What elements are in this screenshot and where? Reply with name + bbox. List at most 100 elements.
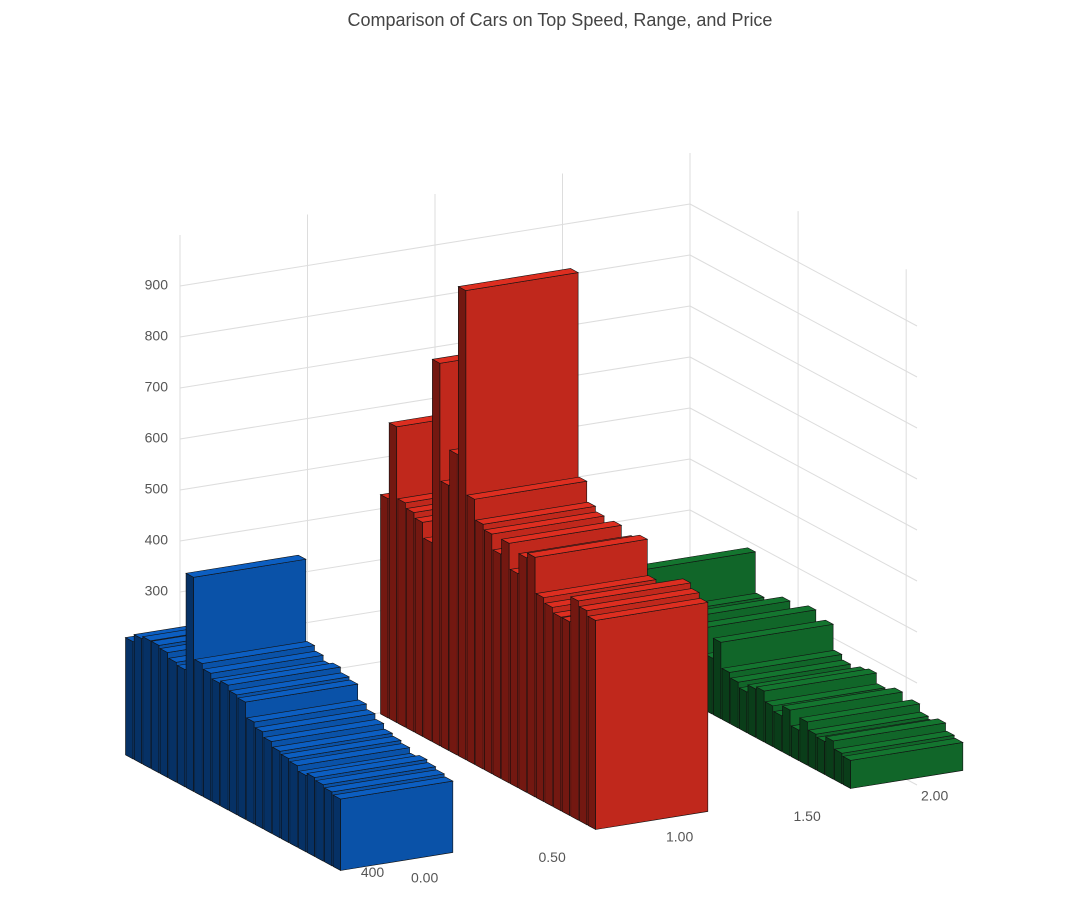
bar-side (237, 697, 246, 820)
bar-top (237, 679, 359, 703)
bar-top (474, 501, 597, 525)
bar-top (755, 668, 878, 692)
bar-side (773, 711, 782, 752)
bar-side (764, 701, 774, 748)
bar-side (432, 358, 441, 747)
bar-side (380, 494, 389, 719)
bar-top (824, 718, 947, 742)
bar-top (798, 699, 921, 723)
bar-top (569, 578, 692, 602)
bar-side (713, 637, 722, 720)
bar-side (721, 667, 730, 724)
bar-top (729, 659, 852, 683)
bar-top (314, 762, 437, 786)
bar-side (842, 755, 851, 790)
bar-top (280, 736, 402, 759)
bar-side (834, 748, 843, 785)
bar-side (280, 753, 290, 844)
bar-side (466, 494, 475, 765)
bar-top (219, 662, 342, 686)
bar-side (168, 657, 177, 783)
bar-side (587, 615, 596, 831)
bar-top (254, 709, 376, 733)
bar-side (246, 717, 255, 825)
bar-side (579, 606, 588, 826)
bar-side (570, 596, 579, 821)
z-tick-label: 600 (145, 430, 169, 446)
bar (587, 597, 709, 831)
bar-side (449, 449, 458, 756)
bar-side (790, 725, 800, 762)
bar-side (475, 519, 484, 770)
bar-side (561, 617, 570, 817)
grid-line (689, 254, 918, 378)
bar-top (185, 554, 307, 578)
bar-side (492, 549, 501, 779)
bar-side (756, 686, 765, 743)
grid-line (689, 458, 918, 582)
bar-side (254, 727, 264, 830)
bar-side (423, 537, 432, 742)
z-tick-label: 300 (145, 583, 169, 599)
bar-side (203, 668, 212, 802)
bar-side (397, 498, 406, 728)
bar-top (323, 769, 446, 793)
bar-side (544, 602, 553, 807)
bar-side (440, 480, 449, 751)
bar-side (142, 636, 151, 769)
bar (842, 738, 964, 790)
bar-side (808, 729, 817, 771)
bar-top (193, 641, 316, 664)
bar-side (747, 684, 756, 738)
bar-top (500, 520, 623, 544)
bar-side (825, 736, 834, 780)
bar-top (228, 672, 350, 696)
bar-top (262, 719, 385, 742)
bar-top (245, 699, 368, 723)
bar-side (501, 538, 510, 784)
bar-side (332, 794, 341, 872)
bar (332, 776, 454, 872)
y-tick-label: 2.00 (921, 788, 948, 804)
bar-top (483, 511, 605, 535)
bar-side (483, 529, 493, 775)
grid-line (689, 509, 918, 633)
bar-side (509, 568, 519, 789)
bar-top (535, 575, 657, 598)
bar-top (721, 650, 843, 673)
y-tick-label: 1.00 (666, 829, 693, 845)
bar-side (535, 593, 545, 803)
bar-top (332, 776, 454, 800)
bar-side (220, 680, 229, 811)
bar-side (315, 780, 324, 862)
y-tick-label: 0.50 (539, 849, 566, 865)
z-tick-label: 800 (145, 328, 169, 344)
bar-side (151, 640, 160, 774)
bar-top (587, 597, 709, 621)
bar-side (553, 612, 562, 812)
grid-line (689, 305, 918, 429)
grid-line (689, 203, 918, 327)
bar-side (159, 648, 168, 779)
bar-side (177, 664, 186, 788)
bar-side (799, 717, 808, 766)
z-tick-label: 900 (145, 277, 169, 293)
bar-side (816, 736, 825, 776)
bar-side (289, 761, 298, 848)
bar-top (466, 476, 588, 500)
bar-side (211, 678, 220, 806)
bar-side (527, 552, 536, 798)
bar-side (518, 553, 527, 793)
chart-title: Comparison of Cars on Top Speed, Range, … (348, 10, 773, 30)
bar-top (712, 619, 835, 643)
z-tick-label: 700 (145, 379, 169, 395)
bar-side (730, 677, 739, 729)
z-tick-label: 500 (145, 481, 169, 497)
bar-top (833, 730, 956, 754)
bar-side (388, 422, 398, 724)
bar-side (125, 637, 134, 760)
z-tick-label: 400 (145, 532, 169, 548)
bar-side (185, 572, 194, 792)
bar-side (406, 508, 415, 733)
